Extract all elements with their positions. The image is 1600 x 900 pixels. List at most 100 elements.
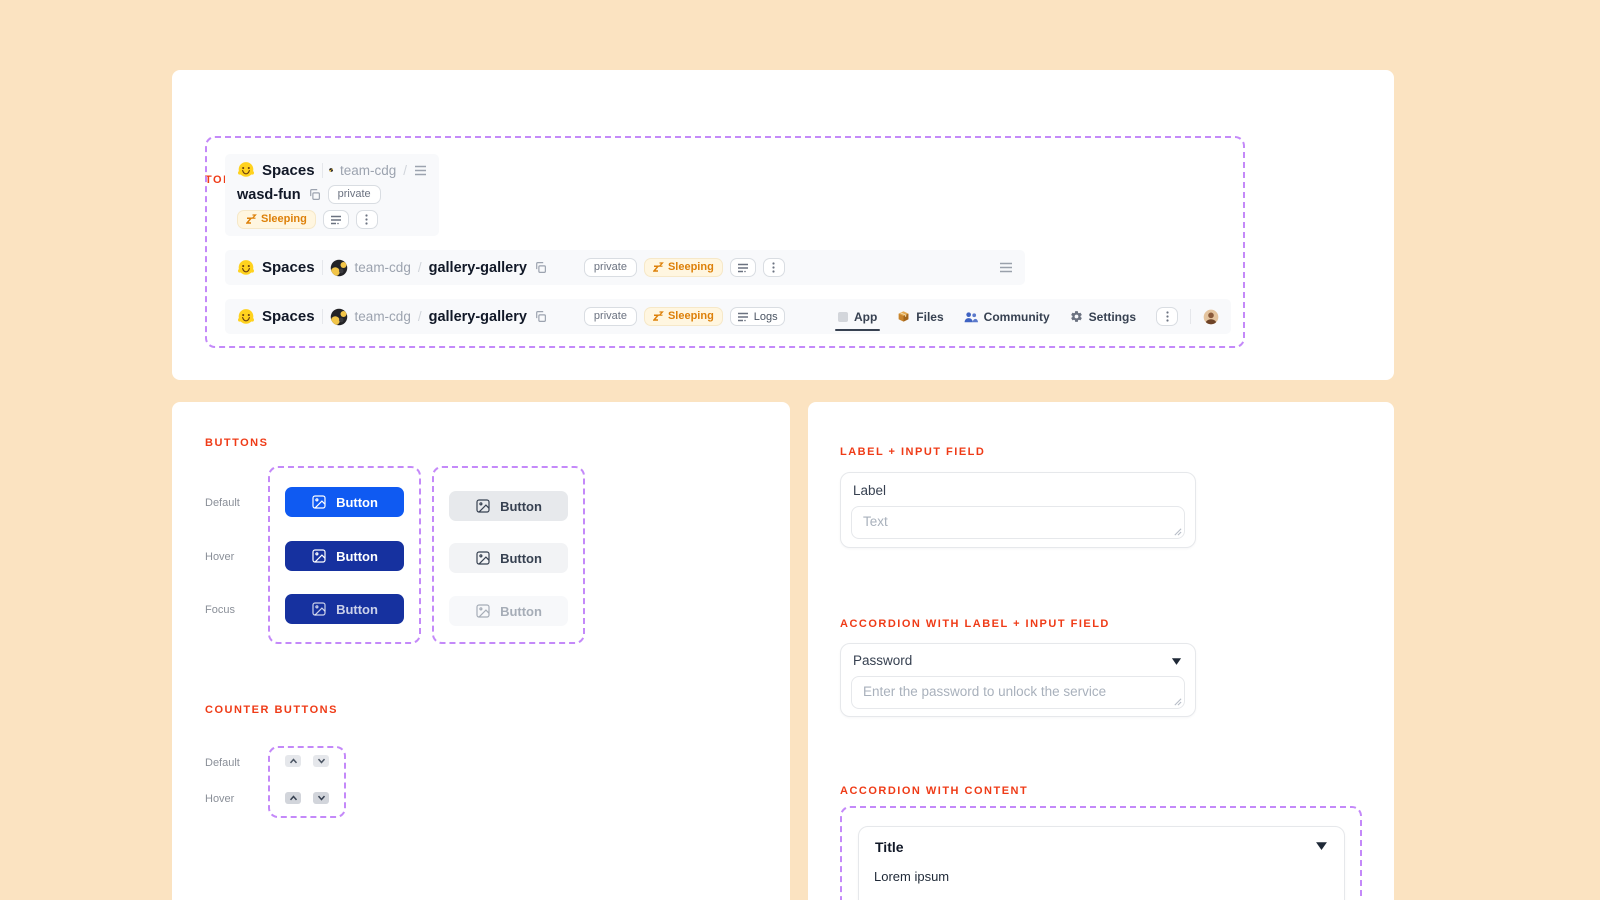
buttons-panel: BUTTONS Default Hover Focus Button Butto…	[172, 402, 790, 900]
breadcrumb-slash: /	[417, 309, 422, 324]
navbar-full: Spaces team-cdg / gallery-gallery privat…	[225, 299, 1231, 334]
user-avatar[interactable]	[1203, 309, 1219, 325]
accordion-caret-icon[interactable]	[1171, 657, 1182, 666]
tab-community[interactable]: Community	[964, 299, 1050, 334]
org-avatar[interactable]	[330, 308, 348, 326]
community-icon	[964, 311, 978, 322]
counter-down-button-hover[interactable]	[313, 792, 329, 804]
settings-gear-icon	[1070, 311, 1082, 322]
section-heading-label-input: LABEL + INPUT FIELD	[840, 446, 986, 458]
sleep-zz-icon	[652, 311, 664, 321]
menu-icon[interactable]	[999, 262, 1013, 273]
logs-icon-button[interactable]	[322, 210, 349, 229]
image-icon	[312, 495, 326, 509]
org-avatar[interactable]	[330, 259, 348, 277]
navbar-compact: Spaces team-cdg / wasd-fun private Sleep…	[225, 154, 439, 236]
section-heading-counter-buttons: COUNTER BUTTONS	[205, 704, 338, 716]
repo-name-link[interactable]: wasd-fun	[237, 186, 301, 203]
copy-icon[interactable]	[534, 310, 547, 323]
primary-button-default[interactable]: Button	[285, 487, 404, 517]
image-icon	[476, 551, 490, 565]
sleeping-status-badge: Sleeping	[643, 307, 723, 326]
state-label-hover: Hover	[205, 551, 235, 563]
chevron-down-icon	[317, 758, 325, 764]
section-heading-accordion-label-input: ACCORDION WITH LABEL + INPUT FIELD	[840, 618, 1110, 630]
private-badge: private	[327, 185, 381, 204]
label-input-card: Label	[840, 472, 1196, 548]
kebab-icon	[365, 214, 368, 225]
copy-icon[interactable]	[534, 261, 547, 274]
chevron-up-icon	[289, 795, 297, 801]
primary-button-hover[interactable]: Button	[285, 541, 404, 571]
spaces-brand-link[interactable]: Spaces	[262, 161, 315, 179]
primary-button-focus[interactable]: Button	[285, 594, 404, 624]
secondary-button-default[interactable]: Button	[449, 491, 568, 521]
section-heading-accordion-content: ACCORDION WITH CONTENT	[840, 785, 1029, 797]
navbar-medium: Spaces team-cdg / gallery-gallery privat…	[225, 250, 1025, 285]
app-icon	[837, 311, 848, 322]
counter-down-button-default[interactable]	[313, 755, 329, 767]
repo-name-link[interactable]: gallery-gallery	[428, 259, 527, 276]
more-options-button[interactable]	[355, 210, 378, 229]
password-accordion-card: Password	[840, 643, 1196, 717]
chevron-down-icon	[317, 795, 325, 801]
image-icon	[312, 549, 326, 563]
chevron-up-icon	[289, 758, 297, 764]
more-options-button[interactable]	[1156, 307, 1178, 326]
accordion-header-label[interactable]: Password	[853, 653, 913, 668]
more-options-button[interactable]	[762, 258, 785, 277]
org-name-link[interactable]: team-cdg	[354, 260, 411, 275]
huggingface-logo-icon	[237, 308, 255, 326]
state-label-default: Default	[205, 497, 240, 509]
huggingface-logo-icon	[237, 161, 255, 179]
copy-icon[interactable]	[308, 188, 321, 201]
content-accordion-card: Title Lorem ipsum	[858, 826, 1345, 900]
counter-up-button-default[interactable]	[285, 755, 301, 767]
repo-name-link[interactable]: gallery-gallery	[428, 308, 527, 325]
tab-files[interactable]: Files	[897, 299, 944, 334]
accordion-caret-icon[interactable]	[1315, 841, 1328, 851]
accordion-content-spec-frame	[840, 806, 1362, 900]
state-label-focus: Focus	[205, 604, 235, 616]
tab-settings[interactable]: Settings	[1070, 299, 1136, 334]
sleeping-status-badge: Sleeping	[237, 210, 316, 229]
logs-icon	[737, 312, 748, 321]
private-badge: private	[583, 258, 637, 277]
sleep-zz-icon	[246, 214, 257, 224]
breadcrumb-slash: /	[417, 260, 422, 275]
logs-button[interactable]: Logs	[729, 307, 785, 326]
org-name-link[interactable]: team-cdg	[354, 309, 411, 324]
counter-up-button-hover[interactable]	[285, 792, 301, 804]
secondary-button-hover[interactable]: Button	[449, 543, 568, 573]
org-avatar[interactable]	[328, 161, 333, 179]
counter-buttons-spec-frame	[268, 746, 346, 818]
menu-icon[interactable]	[414, 165, 427, 176]
logs-icon	[737, 263, 748, 272]
logs-icon-button[interactable]	[729, 258, 756, 277]
image-icon	[476, 604, 490, 618]
state-label-hover: Hover	[205, 793, 235, 805]
logs-icon	[330, 215, 341, 224]
accordion-title[interactable]: Title	[875, 839, 904, 855]
secondary-button-focus[interactable]: Button	[449, 596, 568, 626]
text-input[interactable]	[851, 506, 1185, 539]
spaces-brand-link[interactable]: Spaces	[262, 259, 315, 276]
sleep-zz-icon	[652, 262, 664, 272]
image-icon	[312, 602, 326, 616]
divider	[321, 260, 323, 275]
huggingface-logo-icon	[237, 259, 255, 277]
state-label-default: Default	[205, 757, 240, 769]
org-name-link[interactable]: team-cdg	[339, 162, 397, 178]
forms-panel: LABEL + INPUT FIELD Label ACCORDION WITH…	[808, 402, 1394, 900]
spaces-brand-link[interactable]: Spaces	[262, 308, 315, 325]
password-input[interactable]	[851, 676, 1185, 709]
top-navigation-spec-frame	[205, 136, 1245, 348]
kebab-icon	[1165, 311, 1169, 322]
sleeping-status-badge: Sleeping	[643, 258, 723, 277]
kebab-icon	[772, 262, 775, 273]
divider	[1190, 309, 1191, 324]
tab-app[interactable]: App	[834, 299, 881, 334]
primary-buttons-spec-frame	[268, 466, 421, 644]
top-navigation-panel: TOP NAVIGATION Spaces team-cdg / wasd-fu…	[172, 70, 1394, 380]
private-badge: private	[583, 307, 637, 326]
